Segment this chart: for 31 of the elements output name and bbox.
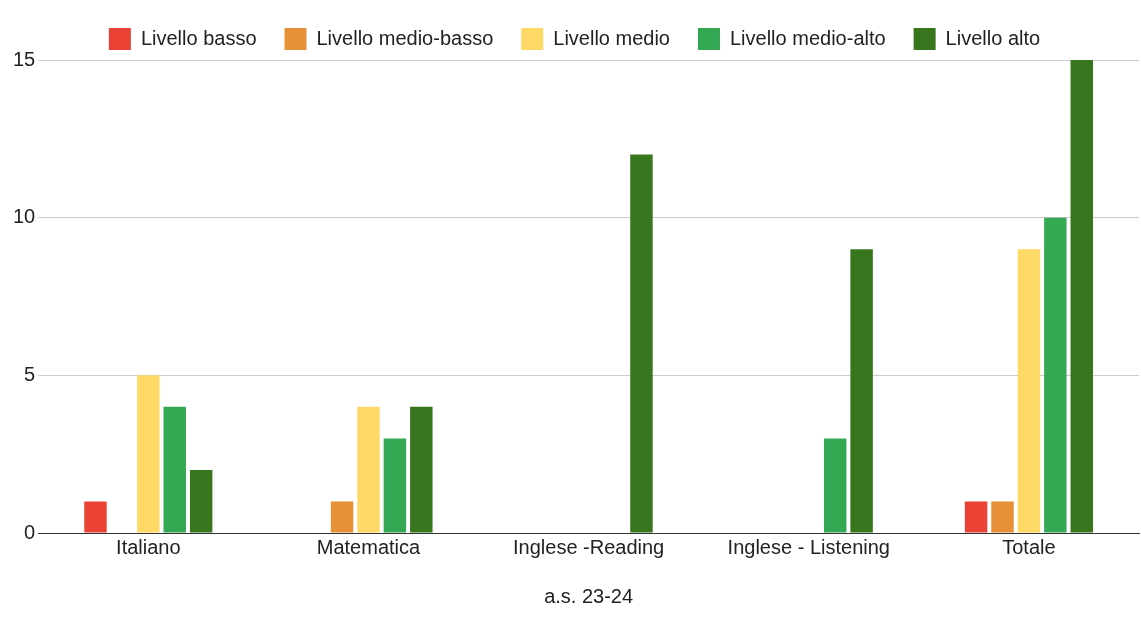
bar	[850, 249, 873, 533]
legend-label: Livello medio	[553, 26, 670, 49]
x-axis-title: a.s. 23-24	[544, 584, 634, 607]
bar	[189, 469, 213, 533]
x-tick-label: Inglese -Reading	[513, 535, 665, 558]
bar	[1070, 60, 1093, 533]
legend-label: Livello alto	[945, 26, 1041, 49]
bar	[964, 501, 988, 533]
bar	[1044, 217, 1067, 533]
bar	[1017, 249, 1041, 533]
bar	[137, 375, 160, 533]
legend-label: Livello medio-alto	[729, 26, 886, 49]
bar	[991, 501, 1014, 533]
bar	[163, 406, 186, 533]
legend-label: Livello basso	[140, 26, 257, 49]
legend-label: Livello medio-basso	[316, 26, 494, 49]
y-tick-label: 0	[24, 520, 36, 543]
bar	[357, 406, 380, 533]
bar	[383, 438, 407, 533]
x-tick-label: Totale	[1002, 535, 1056, 558]
bar	[823, 438, 847, 533]
y-tick-label: 5	[24, 362, 36, 385]
x-tick-label: Italiano	[116, 535, 181, 558]
x-tick-label: Matematica	[316, 535, 422, 558]
bar	[630, 154, 653, 533]
bar	[330, 501, 354, 533]
y-tick-label: 10	[13, 205, 36, 228]
bar	[84, 501, 107, 533]
bar	[410, 406, 433, 533]
x-tick-label: Inglese - Listening	[727, 535, 890, 558]
y-tick-label: 15	[13, 47, 36, 70]
